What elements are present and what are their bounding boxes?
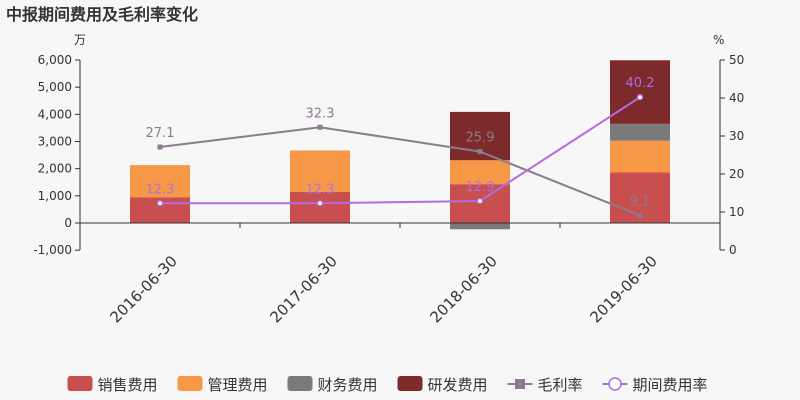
left-tick-label: 5,000 — [38, 80, 72, 94]
bar-4 — [610, 60, 670, 124]
left-tick-label: 3,000 — [38, 135, 72, 149]
data-label-2: 12.3 — [306, 182, 335, 197]
bar-3 — [450, 223, 510, 230]
data-label-1: 25.9 — [466, 131, 495, 146]
bar-2 — [130, 165, 190, 198]
series-point-2 — [316, 200, 324, 207]
series-point-2 — [476, 197, 484, 205]
right-axis-unit: % — [713, 33, 724, 47]
legend-label-4: 研发费用 — [428, 376, 488, 394]
right-tick-label: 20 — [729, 167, 744, 181]
legend-label-2: 管理费用 — [208, 376, 268, 394]
x-tick-label: 2018-06-30 — [426, 252, 500, 326]
left-tick-label: -1,000 — [33, 243, 72, 257]
legend-marker-6 — [608, 377, 622, 391]
chart-title: 中报期间费用及毛利率变化 — [6, 5, 198, 24]
data-label-2: 12.3 — [146, 182, 175, 197]
data-label-1: 9.1 — [630, 194, 651, 209]
right-tick-label: 40 — [729, 91, 744, 105]
legend-label-5: 毛利率 — [538, 376, 583, 394]
x-tick-label: 2019-06-30 — [586, 252, 660, 326]
legend-swatch-3 — [287, 376, 313, 391]
x-tick-label: 2017-06-30 — [266, 252, 340, 326]
series-point-2 — [156, 200, 164, 207]
bar-3 — [610, 123, 670, 141]
legend-swatch-2 — [177, 376, 203, 391]
right-tick-label: 30 — [729, 129, 744, 143]
left-tick-label: 2,000 — [38, 162, 72, 176]
left-tick-label: 4,000 — [38, 107, 72, 121]
series-point-2 — [636, 94, 644, 101]
left-tick-label: 1,000 — [38, 189, 72, 203]
bar-2 — [610, 140, 670, 173]
left-tick-label: 0 — [64, 216, 72, 230]
bar-2 — [290, 150, 350, 192]
left-tick-label: 6,000 — [38, 53, 72, 67]
right-tick-label: 50 — [729, 53, 744, 67]
bar-2 — [450, 160, 510, 185]
legend-label-6: 期间费用率 — [633, 376, 708, 394]
data-label-1: 32.3 — [306, 106, 335, 121]
legend-marker-5 — [515, 379, 525, 389]
bar-1 — [290, 191, 350, 223]
right-tick-label: 0 — [729, 243, 737, 257]
data-label-2: 12.9 — [466, 180, 495, 195]
legend-label-3: 财务费用 — [318, 376, 378, 394]
series-line-2 — [160, 96, 641, 205]
data-label-1: 27.1 — [146, 126, 175, 141]
data-label-2: 40.2 — [626, 76, 655, 91]
series-point-1 — [637, 212, 643, 218]
legend-swatch-1 — [67, 376, 93, 391]
series-point-1 — [477, 149, 483, 155]
series-point-1 — [317, 124, 323, 130]
x-tick-label: 2016-06-30 — [106, 252, 180, 326]
legend-label-1: 销售费用 — [98, 376, 158, 394]
series-line-1 — [159, 126, 641, 217]
legend-swatch-4 — [397, 376, 423, 391]
left-axis-unit: 万 — [74, 33, 86, 47]
right-tick-label: 10 — [729, 205, 744, 219]
series-point-1 — [157, 144, 163, 150]
